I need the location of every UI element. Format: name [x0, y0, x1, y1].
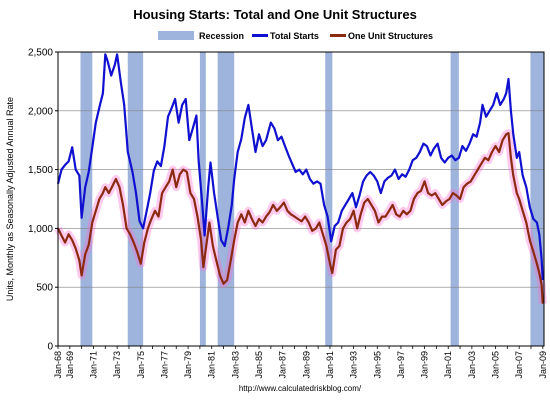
series-line-total-starts [56, 53, 544, 281]
x-tick-label: Jan-75 [136, 351, 146, 379]
x-tick-label: Jan-77 [159, 351, 169, 379]
plot-border [57, 51, 545, 347]
x-tick-label: Jan-09 [538, 351, 548, 379]
recession-band [127, 52, 144, 346]
y-tick-label: 0 [47, 342, 53, 353]
gridlines [58, 110, 544, 288]
chart-title: Housing Starts: Total and One Unit Struc… [133, 7, 417, 22]
y-tick-label: 1,500 [28, 165, 53, 176]
y-axis: 0 500 1,000 1,500 2,000 2,500 [28, 48, 58, 353]
source-credit: http://www.calculatedriskblog.com/ [239, 384, 362, 393]
plot-area [54, 51, 547, 347]
series-line-one-unit [57, 132, 544, 304]
legend-label-total-starts: Total Starts [270, 31, 319, 41]
x-tick-label: Jan-81 [207, 351, 217, 379]
x-tick-label: Jan-85 [254, 351, 264, 379]
x-tick-label: Jan-71 [88, 351, 98, 379]
x-tick-label: Jan-79 [183, 351, 193, 379]
recession-band [450, 52, 459, 346]
recession-band [217, 52, 235, 346]
series-lines [54, 53, 547, 304]
recession-band [80, 52, 93, 346]
y-tick-label: 2,000 [28, 106, 53, 117]
x-tick-label: Jan-69 [65, 351, 75, 379]
recession-band [325, 52, 333, 346]
x-tick-label: Jan-83 [230, 351, 240, 379]
x-tick-label: Jan-87 [278, 351, 288, 379]
x-tick-label: Jan-01 [443, 351, 453, 379]
x-tick-label: Jan-68 [53, 351, 63, 379]
x-tick-label: Jan-89 [301, 351, 311, 379]
x-tick-label: Jan-93 [349, 351, 359, 379]
legend-swatch-recession [158, 31, 194, 40]
x-tick-label: Jan-95 [372, 351, 382, 379]
x-tick-label: Jan-73 [112, 351, 122, 379]
y-tick-label: 2,500 [28, 48, 53, 59]
x-tick-label: Jan-99 [420, 351, 430, 379]
legend-label-one-unit: One Unit Structures [348, 31, 433, 41]
x-tick-label: Jan-91 [325, 351, 335, 379]
y-axis-label: Units, Monthly as Seasonally Adjusted An… [5, 97, 15, 301]
x-tick-label: Jan-07 [514, 351, 524, 379]
legend-label-recession: Recession [199, 31, 244, 41]
x-tick-label: Jan-03 [467, 351, 477, 379]
recession-band [530, 52, 544, 346]
y-tick-label: 500 [36, 283, 53, 294]
x-tick-label: Jan-97 [396, 351, 406, 379]
x-tick-label: Jan-05 [491, 351, 501, 379]
x-axis: Jan-68 Jan-69 Jan-71 Jan-73 Jan-75 Jan-77 Jan-… [53, 346, 548, 379]
y-tick-label: 1,000 [28, 224, 53, 235]
legend: Recession Total Starts One Unit Structur… [158, 31, 433, 41]
